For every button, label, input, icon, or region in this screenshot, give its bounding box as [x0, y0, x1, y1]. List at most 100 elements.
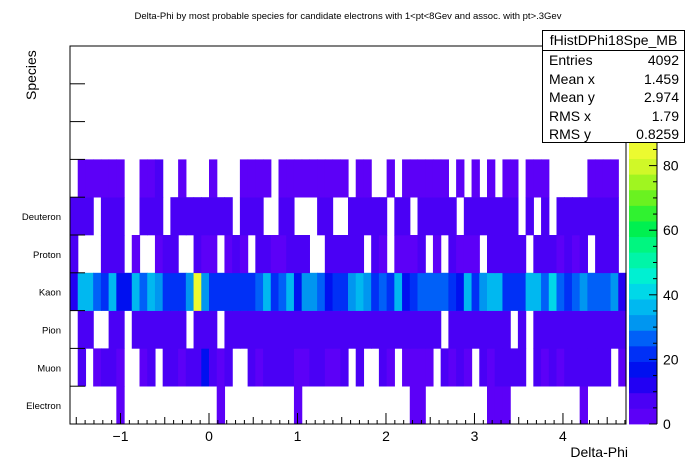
- heatmap-cell: [602, 197, 612, 236]
- heatmap-cell: [610, 159, 619, 198]
- heatmap-cell: [193, 197, 202, 236]
- heatmap-cell: [278, 272, 287, 311]
- heatmap-cell: [602, 348, 612, 387]
- heatmap-cell: [402, 197, 411, 236]
- heatmap-cell: [502, 310, 511, 349]
- x-tick-label: 4: [559, 428, 567, 444]
- heatmap-cell: [533, 159, 542, 198]
- heatmap-cell: [463, 310, 473, 349]
- palette-tick-label: 20: [663, 351, 679, 367]
- heatmap-cell: [595, 159, 604, 198]
- heatmap-cell: [116, 235, 125, 274]
- heatmap-cell: [363, 310, 372, 349]
- heatmap-cell: [154, 197, 164, 236]
- heatmap-cell: [340, 310, 349, 349]
- heatmap-cell: [185, 272, 195, 311]
- heatmap-cell: [510, 272, 519, 311]
- heatmap-cell: [309, 159, 318, 198]
- heatmap-cell: [301, 272, 310, 311]
- heatmap-cell: [548, 272, 558, 311]
- heatmap-cell: [232, 310, 241, 349]
- heatmap-cell: [463, 235, 473, 274]
- heatmap-cell: [610, 235, 619, 274]
- heatmap-cell: [209, 235, 218, 274]
- heatmap-cell: [278, 197, 287, 236]
- x-tick-label: 2: [382, 428, 390, 444]
- heatmap-cell: [239, 235, 249, 274]
- heatmap-cell: [432, 235, 442, 274]
- heatmap-cell: [564, 235, 573, 274]
- heatmap-cell: [263, 159, 272, 198]
- heatmap-cell: [340, 159, 349, 198]
- heatmap-cell: [255, 348, 264, 387]
- heatmap-cell: [618, 310, 627, 349]
- heatmap-cell: [317, 272, 326, 311]
- heatmap-cell: [355, 272, 365, 311]
- heatmap-cell: [93, 348, 102, 387]
- heatmap-cell: [100, 235, 110, 274]
- heatmap-cell: [494, 386, 504, 425]
- heatmap-cell: [131, 235, 141, 274]
- heatmap-cell: [154, 159, 164, 198]
- heatmap-cell: [541, 235, 550, 274]
- heatmap-cell: [463, 348, 473, 387]
- heatmap-cell: [579, 348, 588, 387]
- heatmap-cell: [456, 272, 465, 311]
- palette-tick-label: 80: [663, 158, 679, 174]
- stats-rms-y: RMS y 0.8259: [549, 126, 679, 142]
- heatmap-cell: [100, 272, 110, 311]
- heatmap-cell: [525, 159, 534, 198]
- heatmap-cell: [571, 272, 581, 311]
- heatmap-cell: [239, 310, 249, 349]
- heatmap-cell: [147, 197, 156, 236]
- heatmap-cell: [409, 348, 419, 387]
- heatmap-cell: [571, 197, 581, 236]
- heatmap-cell: [494, 235, 504, 274]
- heatmap-cell: [517, 348, 527, 387]
- heatmap-cell: [170, 310, 179, 349]
- heatmap-cell: [348, 197, 357, 236]
- heatmap-cell: [541, 310, 550, 349]
- heatmap-cell: [502, 197, 511, 236]
- heatmap-cell: [324, 159, 334, 198]
- heatmap-cell: [317, 197, 326, 236]
- palette-swatch: [629, 361, 657, 378]
- heatmap-cell: [77, 159, 87, 198]
- heatmap-cell: [100, 348, 110, 387]
- heatmap-cell: [378, 348, 388, 387]
- heatmap-cell: [595, 310, 604, 349]
- heatmap-cell: [108, 310, 117, 349]
- stats-title: fHistDPhi18Spe_MB: [543, 31, 684, 51]
- heatmap-cell: [378, 197, 388, 236]
- heatmap-cell: [440, 348, 449, 387]
- heatmap-cell: [185, 197, 195, 236]
- heatmap-cell: [278, 348, 287, 387]
- heatmap-cell: [440, 272, 449, 311]
- palette-swatch: [629, 174, 657, 191]
- heatmap-cell: [263, 235, 272, 274]
- palette-swatch: [629, 267, 657, 284]
- heatmap-cell: [255, 310, 264, 349]
- heatmap-cell: [170, 235, 179, 274]
- palette-tick-label: 60: [663, 222, 679, 238]
- heatmap-cell: [170, 197, 179, 236]
- x-tick-label: 3: [471, 428, 479, 444]
- heatmap-cell: [494, 348, 504, 387]
- heatmap-cell: [618, 348, 627, 387]
- heatmap-cell: [440, 159, 449, 198]
- palette-swatch: [629, 205, 657, 222]
- heatmap-cell: [471, 272, 480, 311]
- heatmap-cell: [255, 159, 264, 198]
- heatmap-cell: [139, 197, 148, 236]
- heatmap-cell: [564, 197, 573, 236]
- heatmap-cell: [116, 159, 125, 198]
- heatmap-cell: [378, 272, 388, 311]
- heatmap-cell: [363, 159, 372, 198]
- heatmap-cell: [533, 310, 542, 349]
- heatmap-cell: [602, 310, 612, 349]
- heatmap-cell: [564, 310, 573, 349]
- heatmap-cell: [93, 272, 102, 311]
- heatmap-cell: [239, 159, 249, 198]
- heatmap-cell: [371, 235, 380, 274]
- heatmap-cell: [448, 272, 457, 311]
